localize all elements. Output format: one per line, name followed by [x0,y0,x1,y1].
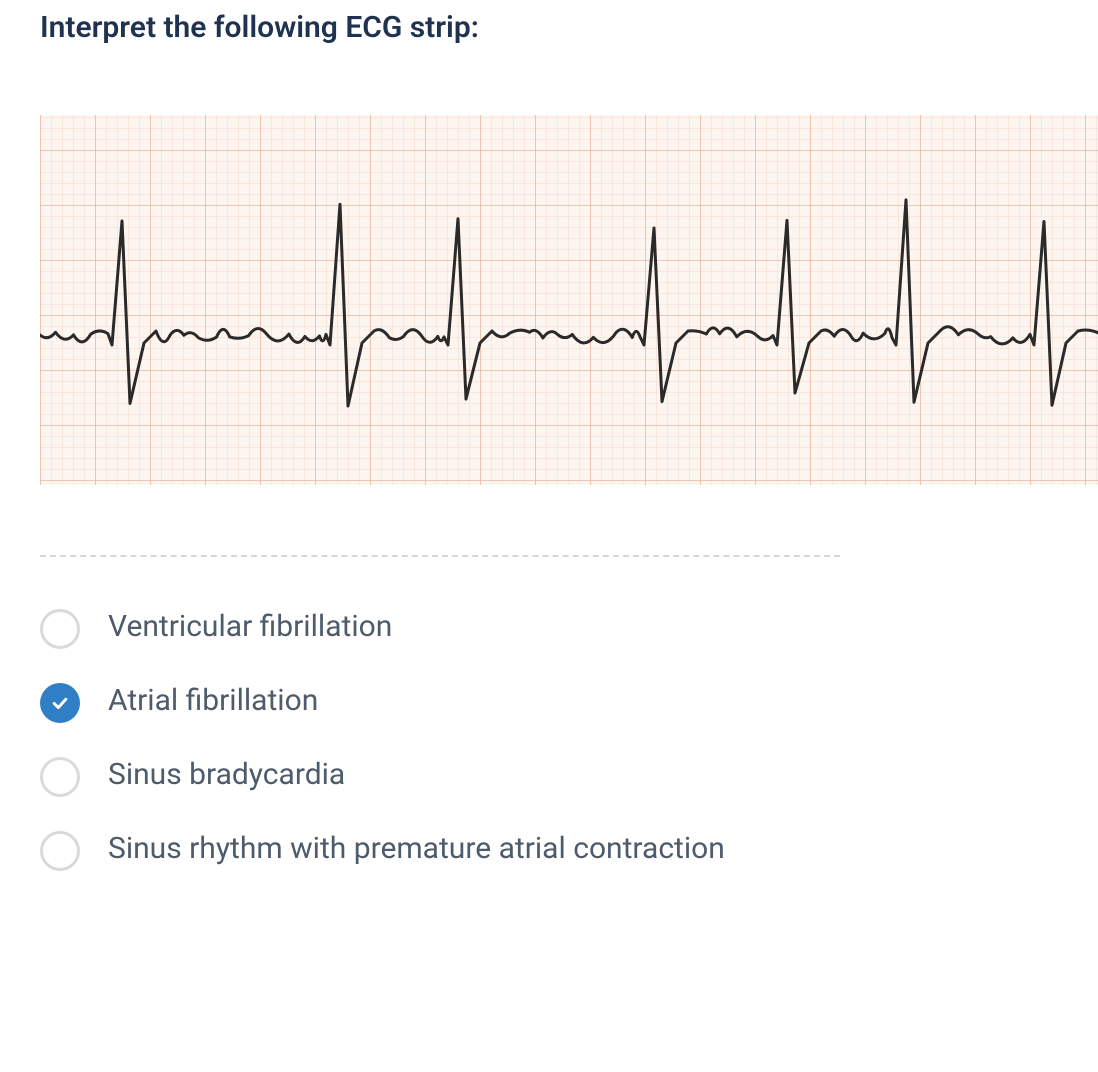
answer-option[interactable]: Atrial fibrillation [40,681,1058,723]
answer-options: Ventricular fibrillation Atrial fibrillat… [40,607,1058,871]
radio-unselected[interactable] [40,609,80,649]
option-label: Atrial fibrillation [108,681,318,722]
option-label: Ventricular fibrillation [108,607,392,648]
ecg-strip [40,95,1098,495]
ecg-strip-figure [40,95,1098,495]
question-title: Interpret the following ECG strip: [40,10,1058,45]
check-icon [50,693,70,713]
answer-option[interactable]: Sinus bradycardia [40,755,1058,797]
radio-selected[interactable] [40,683,80,723]
divider [40,555,840,557]
radio-unselected[interactable] [40,831,80,871]
option-label: Sinus rhythm with premature atrial contr… [108,829,725,870]
answer-option[interactable]: Sinus rhythm with premature atrial contr… [40,829,1058,871]
radio-unselected[interactable] [40,757,80,797]
option-label: Sinus bradycardia [108,755,345,796]
answer-option[interactable]: Ventricular fibrillation [40,607,1058,649]
